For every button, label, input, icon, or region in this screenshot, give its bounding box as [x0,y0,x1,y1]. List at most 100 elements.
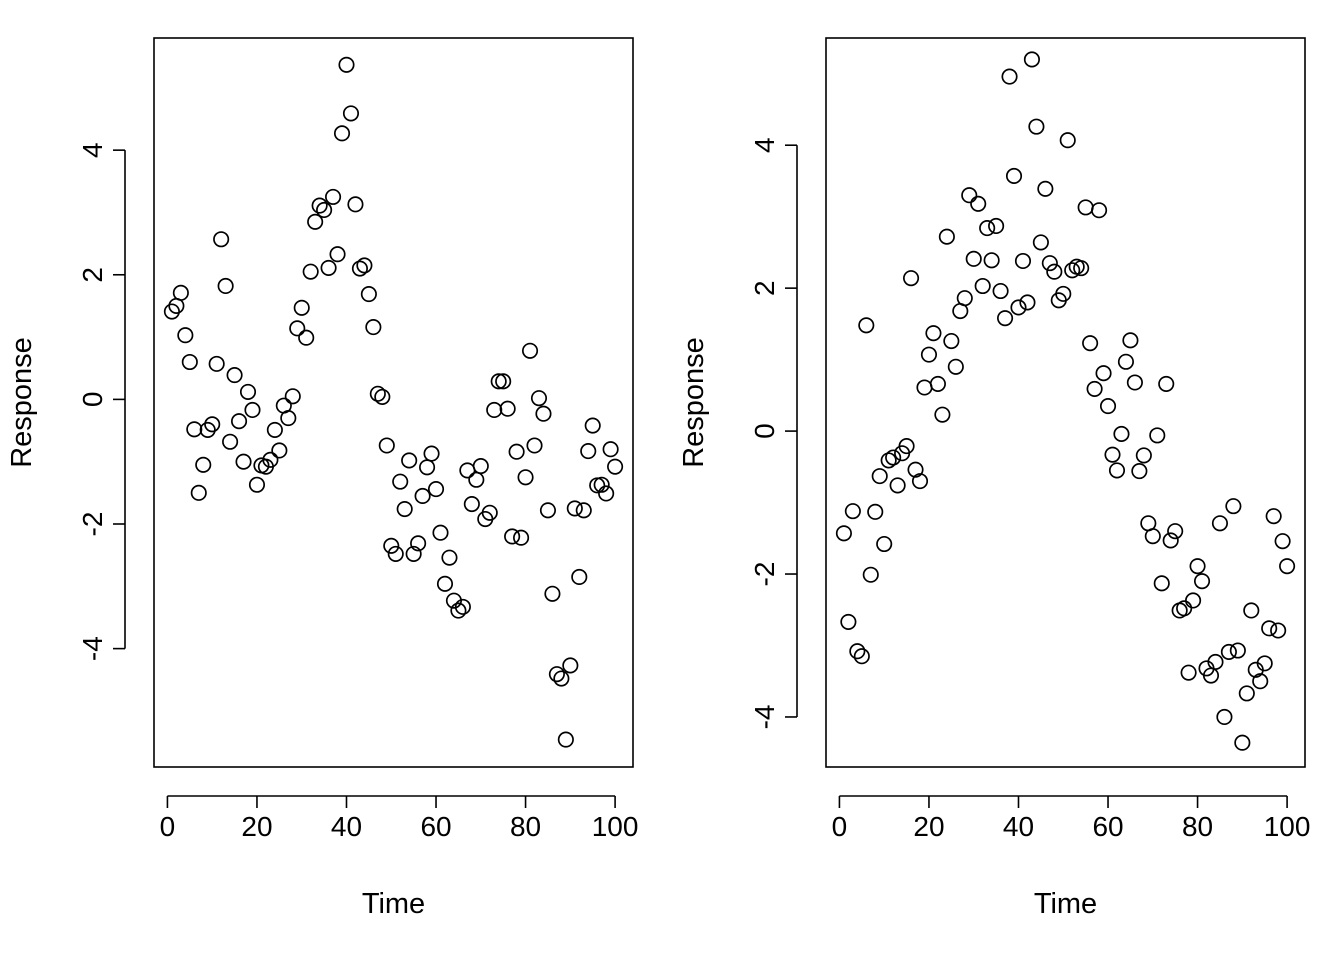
right-data-point [849,643,866,660]
right-data-point [1265,508,1282,525]
left-data-point [222,433,239,450]
left-data-point [378,437,395,454]
right-x-tick-label: 80 [1182,811,1213,842]
right-y-tick-label: 0 [749,423,780,439]
left-data-point [374,388,391,405]
left-data-point [427,481,445,498]
left-data-point [302,263,319,280]
left-data-point [284,388,301,405]
left-data-point [481,504,498,521]
left-data-point [325,188,342,205]
right-x-tick-label: 40 [1003,811,1034,842]
right-data-point [1279,558,1296,575]
right-data-point [1207,653,1224,670]
left-data-point [562,657,579,674]
left-data-point [217,277,234,295]
right-data-point [983,252,1000,269]
left-y-tick-label: 2 [77,267,108,283]
right-data-point [1185,592,1202,609]
left-data-point [231,413,248,430]
right-data-point [1176,600,1193,617]
left-y-tick-label: 4 [77,142,108,158]
right-data-point [943,332,960,350]
left-data-point [213,231,230,248]
left-x-axis-title: Time [362,888,425,920]
left-data-point [521,342,539,359]
left-data-point [293,299,310,316]
left-data-point [208,355,225,372]
right-data-point [956,290,973,307]
left-data-point [544,585,561,602]
right-data-point [862,566,879,583]
right-x-tick-label: 100 [1264,811,1311,842]
left-data-point [580,443,597,460]
right-data-point [1064,262,1081,279]
left-data-point [248,476,266,493]
right-data-point [1095,365,1112,382]
right-data-point [1046,263,1063,280]
right-data-point [1055,285,1072,302]
right-x-tick-label: 20 [913,811,944,842]
left-data-point [383,537,400,554]
right-data-point [898,438,915,455]
left-data-point [244,401,261,419]
right-data-point [925,325,942,342]
right-data-point [1234,734,1251,751]
left-data-point [459,462,476,479]
left-data-point [575,502,592,519]
right-y-tick-label: 4 [749,137,780,153]
right-plot-frame [825,37,1306,768]
left-data-point [369,385,386,402]
left-data-point [356,257,373,274]
right-data-point [1274,533,1291,550]
left-data-point [351,260,368,277]
right-data-point [876,535,893,553]
right-data-point [907,461,924,478]
left-data-point [401,452,418,469]
left-data-point [392,473,409,490]
left-data-point [414,487,431,505]
left-data-point [598,485,615,502]
right-data-point [1059,132,1076,149]
left-data-point [186,421,203,438]
right-data-point [1104,446,1121,463]
right-y-tick-label: -4 [749,705,780,730]
right-data-point [853,648,870,665]
right-data-point [965,250,982,267]
left-data-point [199,421,216,438]
left-data-point [177,327,194,344]
right-data-point [997,310,1014,327]
left-x-tick-label: 40 [331,811,362,842]
right-data-point [1180,664,1197,681]
right-data-point [974,277,991,295]
left-data-point [508,443,525,460]
left-data-point [329,246,346,263]
left-data-point [607,458,624,475]
left-data-point [387,545,404,562]
left-data-point [271,442,288,459]
right-x-tick-label: 0 [832,811,848,842]
right-data-point [1005,167,1023,184]
left-data-point [548,666,565,683]
left-data-point [298,329,315,346]
right-data-point [920,346,938,363]
left-x-tick-label: 60 [420,811,451,842]
right-data-point [880,452,897,469]
right-data-point [1220,643,1237,660]
left-data-point [190,484,207,501]
left-data-point [557,731,574,748]
left-data-point [311,197,328,214]
left-data-point [280,410,297,427]
right-data-point [961,187,978,204]
right-x-tick-label: 60 [1092,811,1123,842]
right-data-point [1073,260,1090,277]
left-data-point [333,125,351,142]
left-data-point [602,441,619,458]
left-data-point [423,445,440,462]
right-data-point [1238,685,1255,702]
right-data-point [1270,622,1287,639]
right-y-tick-label: -2 [749,562,780,587]
left-data-point [593,476,610,493]
left-x-tick-label: 20 [241,811,272,842]
right-data-point [934,406,951,423]
